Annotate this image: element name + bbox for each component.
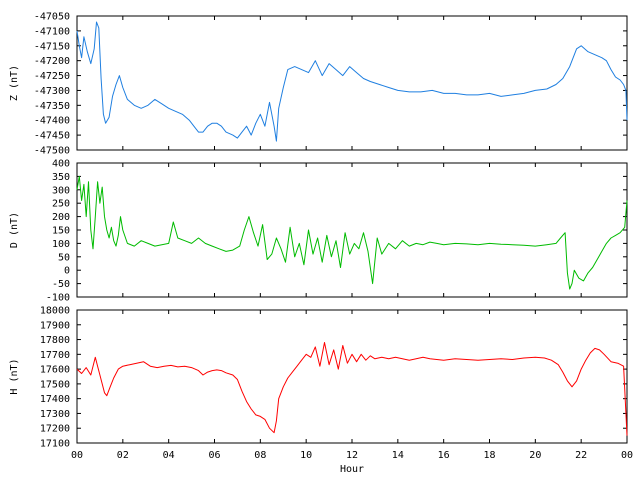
y-tick-label-h-9: 17100: [40, 439, 70, 450]
y-tick-label-h-8: 17200: [40, 424, 70, 435]
y-tick-label-d-9: -50: [52, 279, 70, 290]
y-tick-label-h-5: 17500: [40, 379, 70, 390]
y-tick-label-h-0: 18000: [40, 306, 70, 317]
series-line-d-0: [76, 175, 628, 290]
x-tick-label-12: 00: [621, 450, 633, 461]
panel-h: 18000 17900 17800 17700 17600 17500 17400 17300…: [9, 306, 633, 462]
panel-d: 400 350 300 250 200 150 100 50 0 -50 -100 D (nT): [9, 159, 628, 304]
y-tick-label-z-1: -47100: [34, 26, 70, 37]
y-tick-label-d-4: 200: [52, 212, 70, 223]
y-tick-label-d-7: 50: [58, 252, 70, 263]
x-tick-label-1: 02: [117, 450, 129, 461]
y-tick-label-z-6: -47350: [34, 101, 70, 112]
y-tick-label-z-0: -47050: [34, 12, 70, 23]
x-tick-label-8: 16: [438, 450, 450, 461]
chart-panels: -47050 -47100 -47150 -47200 -47250 -47300 -473…: [9, 12, 633, 462]
y-tick-label-d-1: 350: [52, 172, 70, 183]
y-tick-label-h-1: 17900: [40, 320, 70, 331]
x-tick-label-7: 14: [392, 450, 404, 461]
y-tick-label-h-7: 17300: [40, 409, 70, 420]
x-tick-label-9: 18: [483, 450, 495, 461]
y-tick-label-z-4: -47250: [34, 71, 70, 82]
y-tick-label-z-5: -47300: [34, 86, 70, 97]
y-axis-title-d: D (nT): [9, 212, 20, 248]
x-tick-label-4: 08: [254, 450, 266, 461]
y-tick-label-h-3: 17700: [40, 350, 70, 361]
y-tick-label-h-6: 17400: [40, 394, 70, 405]
x-axis-title: Hour: [340, 464, 364, 475]
y-axis-title-h: H (nT): [9, 358, 20, 394]
y-tick-label-z-3: -47200: [34, 56, 70, 67]
x-tick-label-11: 22: [575, 450, 587, 461]
y-tick-label-d-6: 100: [52, 239, 70, 250]
y-tick-label-d-5: 150: [52, 226, 70, 237]
panel-d-frame: [76, 162, 628, 298]
panel-z-frame: [76, 15, 628, 151]
x-tick-label-5: 10: [300, 450, 312, 461]
y-axis-title-z: Z (nT): [9, 65, 20, 101]
y-tick-label-z-7: -47400: [34, 116, 70, 127]
y-tick-label-z-9: -47500: [34, 146, 70, 157]
x-tick-label-0: 00: [71, 450, 83, 461]
y-tick-label-d-0: 400: [52, 159, 70, 170]
series-line-z-0: [76, 21, 628, 142]
x-tick-label-2: 04: [163, 450, 175, 461]
y-tick-label-z-2: -47150: [34, 41, 70, 52]
x-tick-label-6: 12: [346, 450, 358, 461]
panel-z: -47050 -47100 -47150 -47200 -47250 -47300 -473…: [9, 12, 628, 157]
y-tick-label-h-4: 17600: [40, 365, 70, 376]
y-tick-label-d-10: -100: [46, 293, 70, 304]
y-tick-label-z-8: -47450: [34, 131, 70, 142]
y-tick-label-h-2: 17800: [40, 335, 70, 346]
x-tick-label-3: 06: [208, 450, 220, 461]
x-tick-label-10: 20: [529, 450, 541, 461]
panel-h-frame: [76, 309, 628, 444]
y-tick-label-d-2: 300: [52, 185, 70, 196]
series-line-h-0: [76, 342, 628, 436]
y-tick-label-d-3: 250: [52, 199, 70, 210]
y-tick-label-d-8: 0: [64, 266, 70, 277]
